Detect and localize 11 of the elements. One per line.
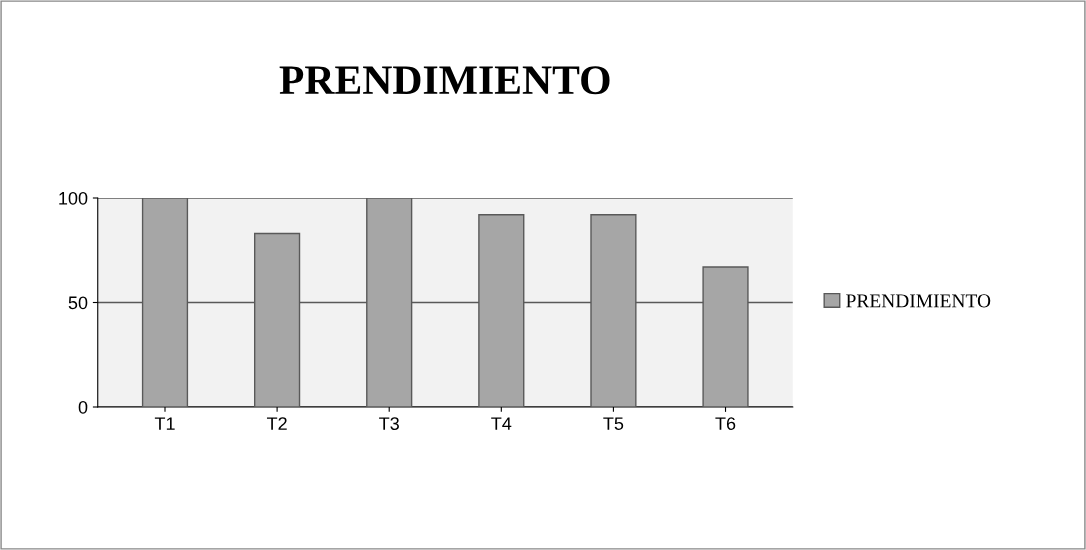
x-tick-label: T5 (603, 417, 624, 430)
x-tick-label: T2 (266, 417, 287, 430)
x-tick-label: T6 (715, 417, 736, 430)
y-tick-label: 50 (68, 296, 88, 310)
x-tick-label: T1 (154, 417, 175, 430)
y-tick-label: 100 (59, 191, 88, 205)
y-tick-label: 0 (78, 400, 88, 414)
legend-label: PRENDIMIENTO (846, 294, 991, 308)
x-tick-label: T4 (491, 417, 512, 430)
x-tick-label: T3 (379, 417, 399, 430)
chart-title: PRENDIMIENTO (279, 66, 610, 95)
